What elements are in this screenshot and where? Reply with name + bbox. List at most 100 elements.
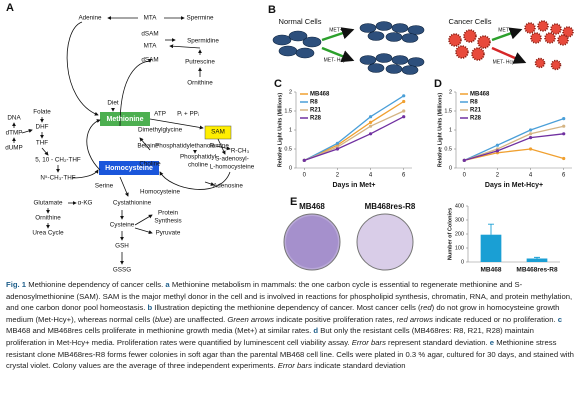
y-tick-label: 2: [449, 89, 452, 95]
node-label: MTA: [144, 43, 158, 50]
node-label: choline: [188, 162, 208, 169]
point: [495, 149, 500, 153]
y-tick-label: 0.5: [444, 146, 452, 152]
point: [335, 141, 340, 145]
x-tick-label: MB468: [481, 267, 502, 274]
caption-text: indicate reduced or no proliferation.: [432, 314, 558, 324]
panel-a-labels: Adenine MTA Spermine dSAM Spermidine MTA dSAM P…: [5, 15, 254, 274]
homocysteine-box: [99, 161, 159, 175]
x-axis-label: Days in Met-Hcy+: [485, 182, 543, 189]
caption-text: red arrows: [396, 314, 433, 324]
series-line: [464, 117, 564, 161]
node-label: Adenine: [78, 15, 102, 22]
node-label: Choline: [139, 161, 161, 168]
node-label: Phosphatidylethanolamine: [155, 143, 229, 150]
error-bar: [488, 223, 494, 235]
node-label: Urea Cycle: [32, 230, 64, 237]
bar: [480, 234, 502, 262]
point: [528, 136, 533, 140]
point: [562, 124, 566, 128]
x-tick-label: MB468res-R8: [516, 267, 558, 274]
node-label: Protein: [158, 210, 178, 217]
node-label: dUMP: [5, 145, 23, 152]
legend-label: R21: [470, 108, 482, 114]
point: [402, 109, 406, 113]
y-tick-label: 1: [289, 127, 292, 133]
caption-text: blue: [154, 314, 170, 324]
x-tick-label: 2: [336, 173, 340, 179]
point: [562, 156, 566, 161]
caption-text: red: [420, 303, 432, 313]
caption-text: Methionine stress resistant clone MB468r…: [6, 337, 574, 371]
point: [528, 132, 533, 136]
node-label: α-KG: [78, 200, 93, 207]
caption-text: Green arrows: [227, 314, 274, 324]
node-label: Pᵢ + PPᵢ: [177, 111, 199, 118]
y-tick-label: 200: [455, 231, 464, 237]
cancer-label: Cancer Cells: [449, 17, 492, 26]
arrow-label: MET- Hcy+: [493, 59, 518, 65]
node-label: Cystathionine: [113, 200, 152, 207]
point: [495, 143, 500, 147]
node-label: GSH: [115, 243, 129, 250]
series-line: [304, 116, 405, 162]
node-label: Diet: [107, 100, 118, 107]
panel-label: E: [290, 196, 297, 208]
node-label: Dimethylglycine: [138, 127, 183, 134]
point: [368, 120, 373, 124]
dish-colonies: [286, 216, 338, 268]
normal-label: Normal Cells: [279, 17, 322, 26]
arrow-label: MET+: [498, 27, 512, 33]
y-tick-label: 400: [455, 203, 464, 209]
node-label: Adenosine: [213, 183, 243, 190]
node-label: Folate: [33, 109, 51, 116]
node-label: DHF: [36, 124, 49, 131]
y-tick-label: 300: [455, 217, 464, 223]
node-label: Homocysteine: [140, 189, 180, 196]
legend-label: R8: [310, 100, 318, 106]
caption: Fig. 1 Methionine dependency of cancer c…: [6, 279, 574, 372]
y-tick-label: 0: [449, 165, 452, 171]
point: [528, 128, 533, 132]
x-tick-label: 2: [496, 173, 500, 179]
methionine-box: [100, 112, 150, 126]
x-tick-label: 4: [369, 173, 373, 179]
point: [368, 115, 373, 119]
y-tick-label: 1: [449, 127, 452, 133]
caption-text: Fig. 1: [6, 280, 27, 289]
error-bar: [534, 256, 540, 259]
x-tick-label: 0: [463, 173, 467, 179]
series-line: [464, 148, 564, 162]
node-label: ATP: [154, 111, 166, 118]
node-label: MTA: [144, 15, 158, 22]
node-label: dTMP: [6, 130, 23, 137]
caption-text: e: [489, 337, 495, 347]
y-axis-label: Relative Light Units (Millions): [437, 93, 443, 167]
series-line: [464, 125, 564, 162]
dish-label: MB468: [299, 202, 325, 211]
series-line: [304, 110, 404, 162]
panel-label: A: [6, 2, 14, 14]
y-axis-label: Relative Light Units (Millions): [277, 93, 283, 167]
node-label: S-adenosyl-: [215, 156, 249, 163]
caption-text: d: [313, 326, 319, 336]
node-label: Ornithine: [187, 80, 213, 87]
point: [462, 158, 466, 162]
series-line: [464, 133, 564, 162]
legend-label: R28: [310, 116, 322, 122]
point: [562, 132, 566, 136]
node-label: 5, 10 - CH₂-THF: [35, 157, 81, 164]
x-tick-label: 0: [303, 173, 307, 179]
node-label: dSAM: [141, 31, 158, 38]
x-tick-label: 6: [562, 173, 566, 179]
dish: [356, 213, 414, 271]
caption-text: But only the resistant cells (MB468res: …: [6, 326, 534, 347]
y-tick-label: 1.5: [444, 108, 452, 114]
node-label: Synthesis: [154, 218, 181, 225]
point: [368, 132, 373, 136]
panel-b-art: [272, 20, 574, 75]
x-tick-label: 4: [529, 173, 533, 179]
node-label: Cysteine: [110, 222, 135, 229]
caption-text: Methionine metabolism in mammals: the on…: [6, 280, 573, 313]
